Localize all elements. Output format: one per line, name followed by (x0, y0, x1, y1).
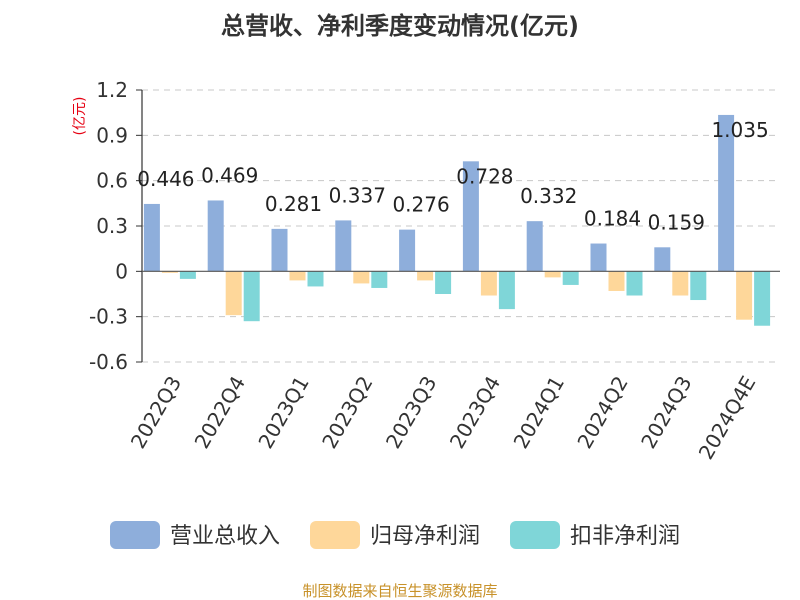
bar-deducted-net-profit (435, 271, 452, 294)
x-tick-label: 2024Q4E (694, 372, 761, 464)
bar-net-profit (672, 271, 689, 296)
bar-revenue (654, 247, 671, 272)
x-tick-label: 2024Q1 (509, 372, 569, 453)
y-tick-label: 0.9 (96, 123, 128, 147)
value-labels: 0.446 0.469 0.281 0.337 0.276 0.728 0.332 0.184… (137, 118, 768, 234)
bars (143, 114, 771, 326)
legend-swatch (510, 521, 560, 549)
y-tick-label: -0.6 (89, 350, 128, 374)
x-tick-label: 2022Q4 (190, 372, 250, 453)
bar-revenue (590, 243, 607, 272)
bar-revenue (399, 229, 416, 272)
legend-swatch (110, 521, 160, 549)
value-label: 0.332 (520, 184, 577, 208)
x-tick-label: 2024Q2 (572, 372, 632, 453)
x-tick-label: 2023Q3 (381, 372, 441, 453)
x-tick-label: 2023Q4 (445, 372, 505, 453)
legend-swatch (310, 521, 360, 549)
bar-revenue (271, 228, 288, 272)
x-tick-label: 2023Q2 (317, 372, 377, 453)
bar-revenue (207, 200, 224, 272)
bar-deducted-net-profit (243, 271, 260, 322)
value-label: 0.446 (137, 167, 194, 191)
value-label: 0.159 (648, 210, 705, 234)
bar-net-profit (353, 271, 370, 284)
value-label: 0.337 (329, 183, 386, 207)
legend-label: 营业总收入 (170, 524, 280, 549)
y-axis-unit-label: (亿元) (72, 97, 88, 136)
y-tick-label: 1.2 (96, 78, 128, 102)
bar-net-profit (417, 271, 434, 281)
y-tick-label: -0.3 (89, 305, 128, 329)
value-label: 1.035 (711, 118, 768, 142)
x-tick-label: 2024Q3 (636, 372, 696, 453)
y-tick-label: 0.6 (96, 169, 128, 193)
bar-net-profit (736, 271, 753, 320)
bar-deducted-net-profit (754, 271, 771, 326)
bar-deducted-net-profit (498, 271, 515, 310)
bar-net-profit (289, 271, 306, 281)
bar-deducted-net-profit (690, 271, 707, 301)
value-label: 0.184 (584, 207, 641, 231)
y-tick-label: 0.3 (96, 214, 128, 238)
bar-net-profit (225, 271, 242, 316)
data-source-note: 制图数据来自恒生聚源数据库 (302, 582, 497, 600)
x-tick-label: 2023Q1 (253, 372, 313, 453)
bar-revenue (718, 114, 735, 272)
bar-revenue (143, 203, 160, 272)
bar-net-profit (544, 271, 561, 278)
value-label: 0.469 (201, 163, 258, 187)
bar-revenue (526, 221, 543, 272)
legend-label: 归母净利润 (370, 524, 480, 549)
legend-label: 扣非净利润 (570, 524, 680, 549)
bar-revenue (335, 220, 352, 272)
bar-deducted-net-profit (626, 271, 643, 296)
bar-revenue (462, 161, 479, 272)
bar-net-profit (480, 271, 497, 296)
chart-title: 总营收、净利季度变动情况(亿元) (221, 12, 579, 40)
bar-net-profit (608, 271, 625, 291)
bar-deducted-net-profit (562, 271, 579, 285)
y-tick-label: 0 (115, 259, 128, 283)
bar-net-profit (161, 271, 178, 273)
value-label: 0.276 (392, 193, 449, 217)
value-label: 0.728 (456, 164, 513, 188)
value-label: 0.281 (265, 192, 322, 216)
bar-deducted-net-profit (179, 271, 196, 279)
x-tick-label: 2022Q3 (126, 372, 186, 453)
legend: 营业总收入 归母净利润 扣非净利润 (110, 521, 680, 549)
bar-deducted-net-profit (307, 271, 324, 287)
bar-deducted-net-profit (371, 271, 388, 288)
gridlines (142, 89, 780, 363)
